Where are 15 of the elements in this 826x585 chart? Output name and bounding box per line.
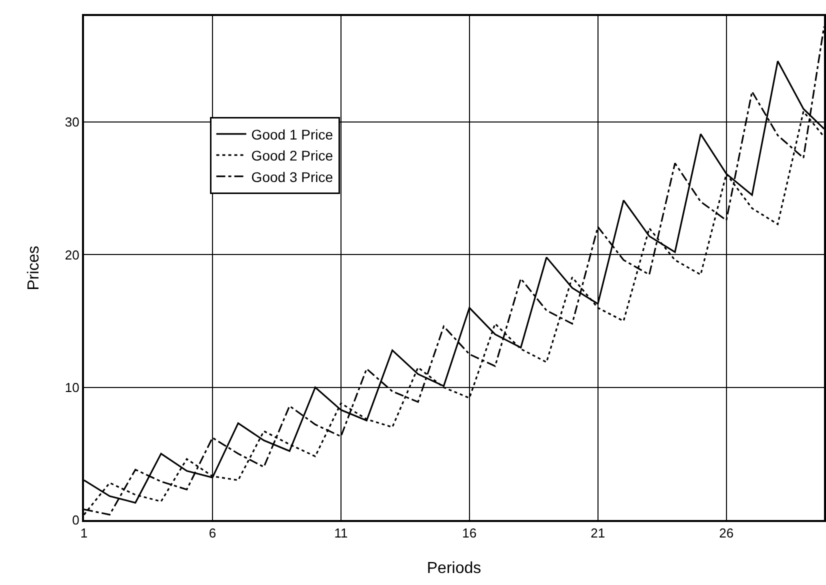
y-tick-label: 30 (64, 114, 80, 130)
y-tick-label: 0 (72, 512, 80, 528)
y-tick-label: 10 (64, 380, 80, 395)
legend-label: Good 3 Price (251, 168, 334, 185)
x-tick-label: 16 (462, 526, 477, 541)
y-axis-title: Prices (25, 246, 42, 290)
x-tick-label: 6 (208, 526, 216, 541)
x-tick-label: 26 (719, 526, 734, 541)
x-axis-title: Periods (426, 560, 482, 577)
x-tick-label: 21 (590, 526, 606, 541)
x-tick-label: 1 (80, 526, 88, 541)
x-tick-label: 11 (334, 526, 348, 541)
legend-label: Good 1 Price (251, 126, 334, 142)
legend-label: Good 2 Price (251, 148, 334, 164)
y-tick-label: 20 (64, 247, 80, 262)
